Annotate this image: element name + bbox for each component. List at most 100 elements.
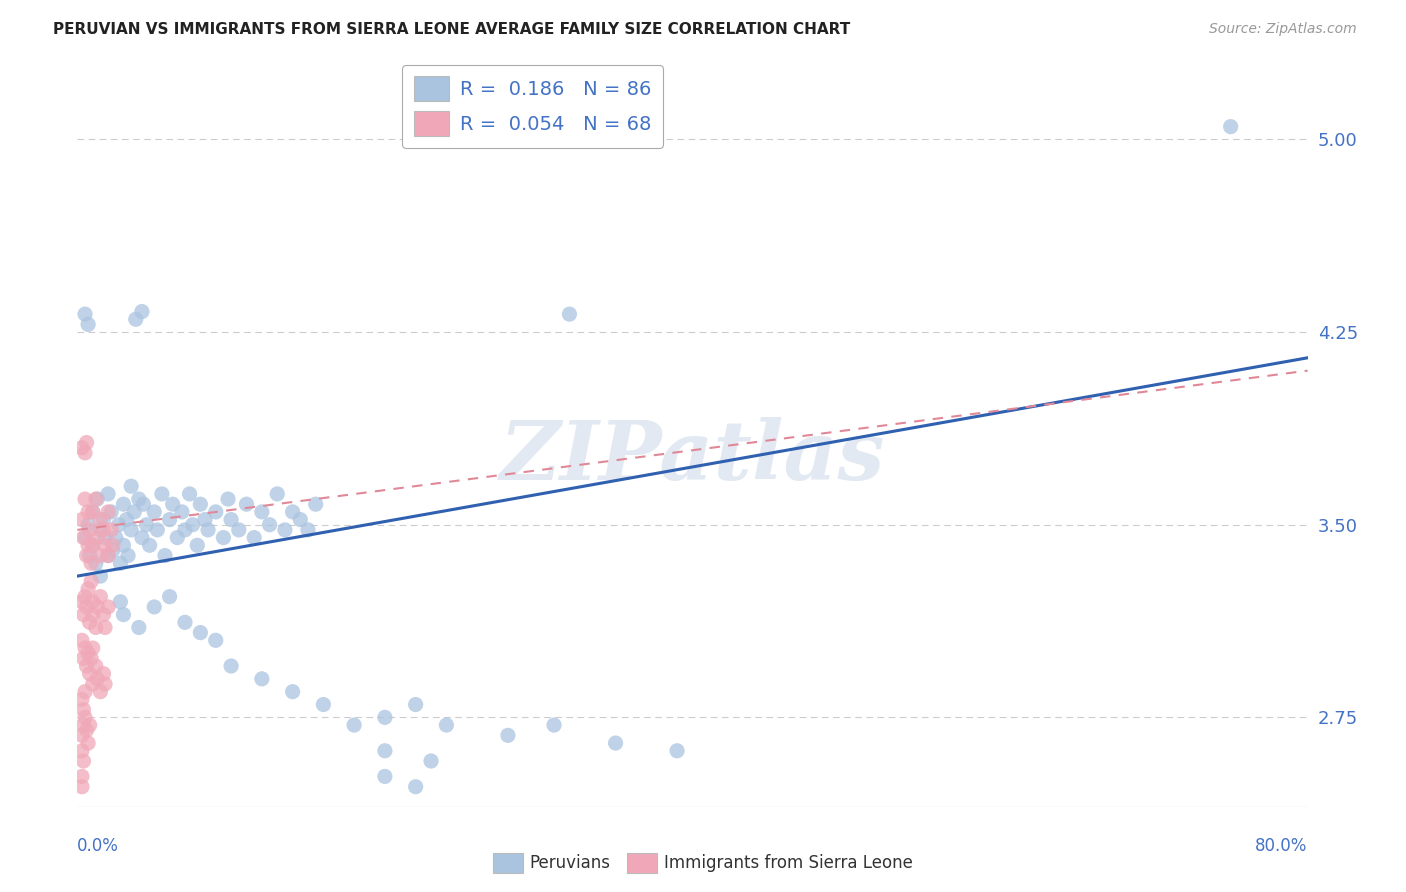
Point [70, 692, 93, 706]
Point [82, 677, 104, 691]
Point [76, 599, 98, 614]
Point [89, 569, 111, 583]
Point [135, 517, 157, 532]
Point [79, 718, 101, 732]
Point [128, 491, 150, 506]
Point [76, 659, 98, 673]
Point [110, 556, 132, 570]
Point [89, 549, 111, 563]
Point [132, 497, 155, 511]
Point [143, 599, 166, 614]
Point [72, 531, 94, 545]
Point [143, 505, 166, 519]
Point [94, 677, 117, 691]
Point [170, 505, 193, 519]
Point [194, 513, 217, 527]
Point [84, 620, 107, 634]
Point [112, 607, 135, 622]
Point [80, 651, 103, 665]
Legend: R =  0.186   N = 86, R =  0.054   N = 68: R = 0.186 N = 86, R = 0.054 N = 68 [402, 65, 664, 148]
Point [73, 684, 96, 698]
Point [150, 487, 173, 501]
Point [72, 718, 94, 732]
Point [84, 659, 107, 673]
Point [73, 491, 96, 506]
Point [73, 307, 96, 321]
Point [188, 625, 212, 640]
Point [131, 304, 153, 318]
Point [188, 497, 212, 511]
Point [70, 744, 93, 758]
Point [70, 769, 93, 783]
Point [259, 517, 281, 532]
Point [77, 646, 100, 660]
Point [146, 523, 169, 537]
Point [73, 531, 96, 545]
Point [204, 505, 226, 519]
Point [212, 531, 235, 545]
Point [281, 505, 304, 519]
Point [84, 491, 107, 506]
Point [79, 523, 101, 537]
Point [76, 435, 98, 450]
Text: 80.0%: 80.0% [1256, 837, 1308, 855]
Point [374, 769, 396, 783]
Point [94, 531, 117, 545]
Point [76, 723, 98, 738]
Point [1219, 120, 1241, 134]
Point [374, 744, 396, 758]
Point [72, 607, 94, 622]
Point [93, 607, 115, 622]
Point [82, 538, 104, 552]
Point [197, 523, 219, 537]
Point [108, 517, 131, 532]
Point [70, 728, 93, 742]
Point [77, 582, 100, 596]
Point [77, 505, 100, 519]
Point [70, 513, 93, 527]
Point [104, 531, 127, 545]
Text: 0.0%: 0.0% [77, 837, 120, 855]
Point [70, 595, 93, 609]
Point [76, 549, 98, 563]
Point [82, 607, 104, 622]
Point [374, 710, 396, 724]
Point [77, 517, 100, 532]
Point [89, 523, 111, 537]
Point [266, 487, 288, 501]
Point [101, 538, 124, 552]
Point [93, 523, 115, 537]
Point [97, 599, 120, 614]
Point [128, 620, 150, 634]
Point [72, 754, 94, 768]
Point [72, 703, 94, 717]
Point [94, 620, 117, 634]
Point [204, 633, 226, 648]
Point [82, 538, 104, 552]
Point [228, 523, 250, 537]
Point [666, 744, 689, 758]
Point [120, 479, 142, 493]
Point [82, 505, 104, 519]
Point [297, 523, 319, 537]
Text: ZIPatlas: ZIPatlas [499, 417, 886, 497]
Point [93, 513, 115, 527]
Point [131, 531, 153, 545]
Point [77, 736, 100, 750]
Point [80, 574, 103, 589]
Point [186, 538, 208, 552]
Point [93, 666, 115, 681]
Point [217, 491, 239, 506]
Point [70, 780, 93, 794]
Text: Source: ZipAtlas.com: Source: ZipAtlas.com [1209, 22, 1357, 37]
Point [112, 497, 135, 511]
Point [181, 517, 204, 532]
Point [174, 523, 197, 537]
Point [89, 684, 111, 698]
Point [73, 710, 96, 724]
Point [70, 441, 93, 455]
Point [70, 633, 93, 648]
Point [79, 615, 101, 630]
Point [117, 549, 139, 563]
Point [73, 446, 96, 460]
